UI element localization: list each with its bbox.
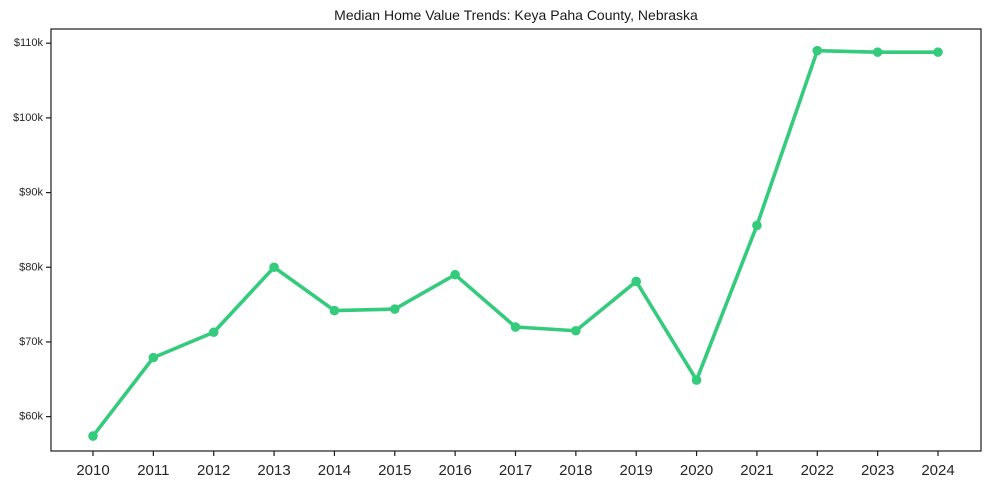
data-point xyxy=(88,431,98,441)
x-axis-tick-label: 2010 xyxy=(76,462,109,479)
data-point xyxy=(631,276,642,287)
data-point xyxy=(450,269,460,280)
x-axis-tick-label: 2016 xyxy=(438,462,471,479)
x-axis-tick-label: 2022 xyxy=(801,462,834,479)
data-point xyxy=(571,325,581,336)
data-point xyxy=(752,220,762,231)
x-axis-tick-label: 2019 xyxy=(620,462,653,479)
data-point xyxy=(812,45,823,56)
x-axis-tick-label: 2011 xyxy=(137,462,169,479)
data-point xyxy=(208,327,219,338)
chart-title: Median Home Value Trends: Keya Paha Coun… xyxy=(334,7,698,23)
y-axis-tick-label: $90k xyxy=(19,187,43,199)
x-axis-tick-label: 2023 xyxy=(861,462,894,479)
x-axis-tick-label: 2020 xyxy=(680,462,713,479)
y-axis-tick-label: $110k xyxy=(14,37,44,49)
data-point xyxy=(933,47,943,57)
data-point xyxy=(691,375,702,385)
y-axis-tick-label: $70k xyxy=(19,336,43,348)
y-axis-tick-label: $100k xyxy=(13,112,43,124)
data-point xyxy=(269,262,279,273)
x-axis-tick-label: 2012 xyxy=(197,462,230,479)
data-point xyxy=(389,304,400,314)
x-axis-tick-label: 2024 xyxy=(921,462,954,479)
trend-line xyxy=(91,48,940,438)
x-axis-tick-label: 2017 xyxy=(499,462,532,479)
data-point xyxy=(510,322,521,332)
x-axis-tick-label: 2021 xyxy=(740,462,773,479)
y-axis-tick-label: $60k xyxy=(19,411,43,423)
data-point xyxy=(148,352,159,363)
y-axis-tick-label: $80k xyxy=(19,261,43,273)
x-axis-tick-label: 2015 xyxy=(378,462,411,479)
data-point xyxy=(872,47,883,57)
x-axis-tick-label: 2013 xyxy=(257,462,290,479)
x-axis-tick-label: 2018 xyxy=(559,462,592,479)
data-point xyxy=(329,305,340,316)
plot-border xyxy=(50,28,982,452)
x-axis-tick-label: 2014 xyxy=(318,462,351,479)
